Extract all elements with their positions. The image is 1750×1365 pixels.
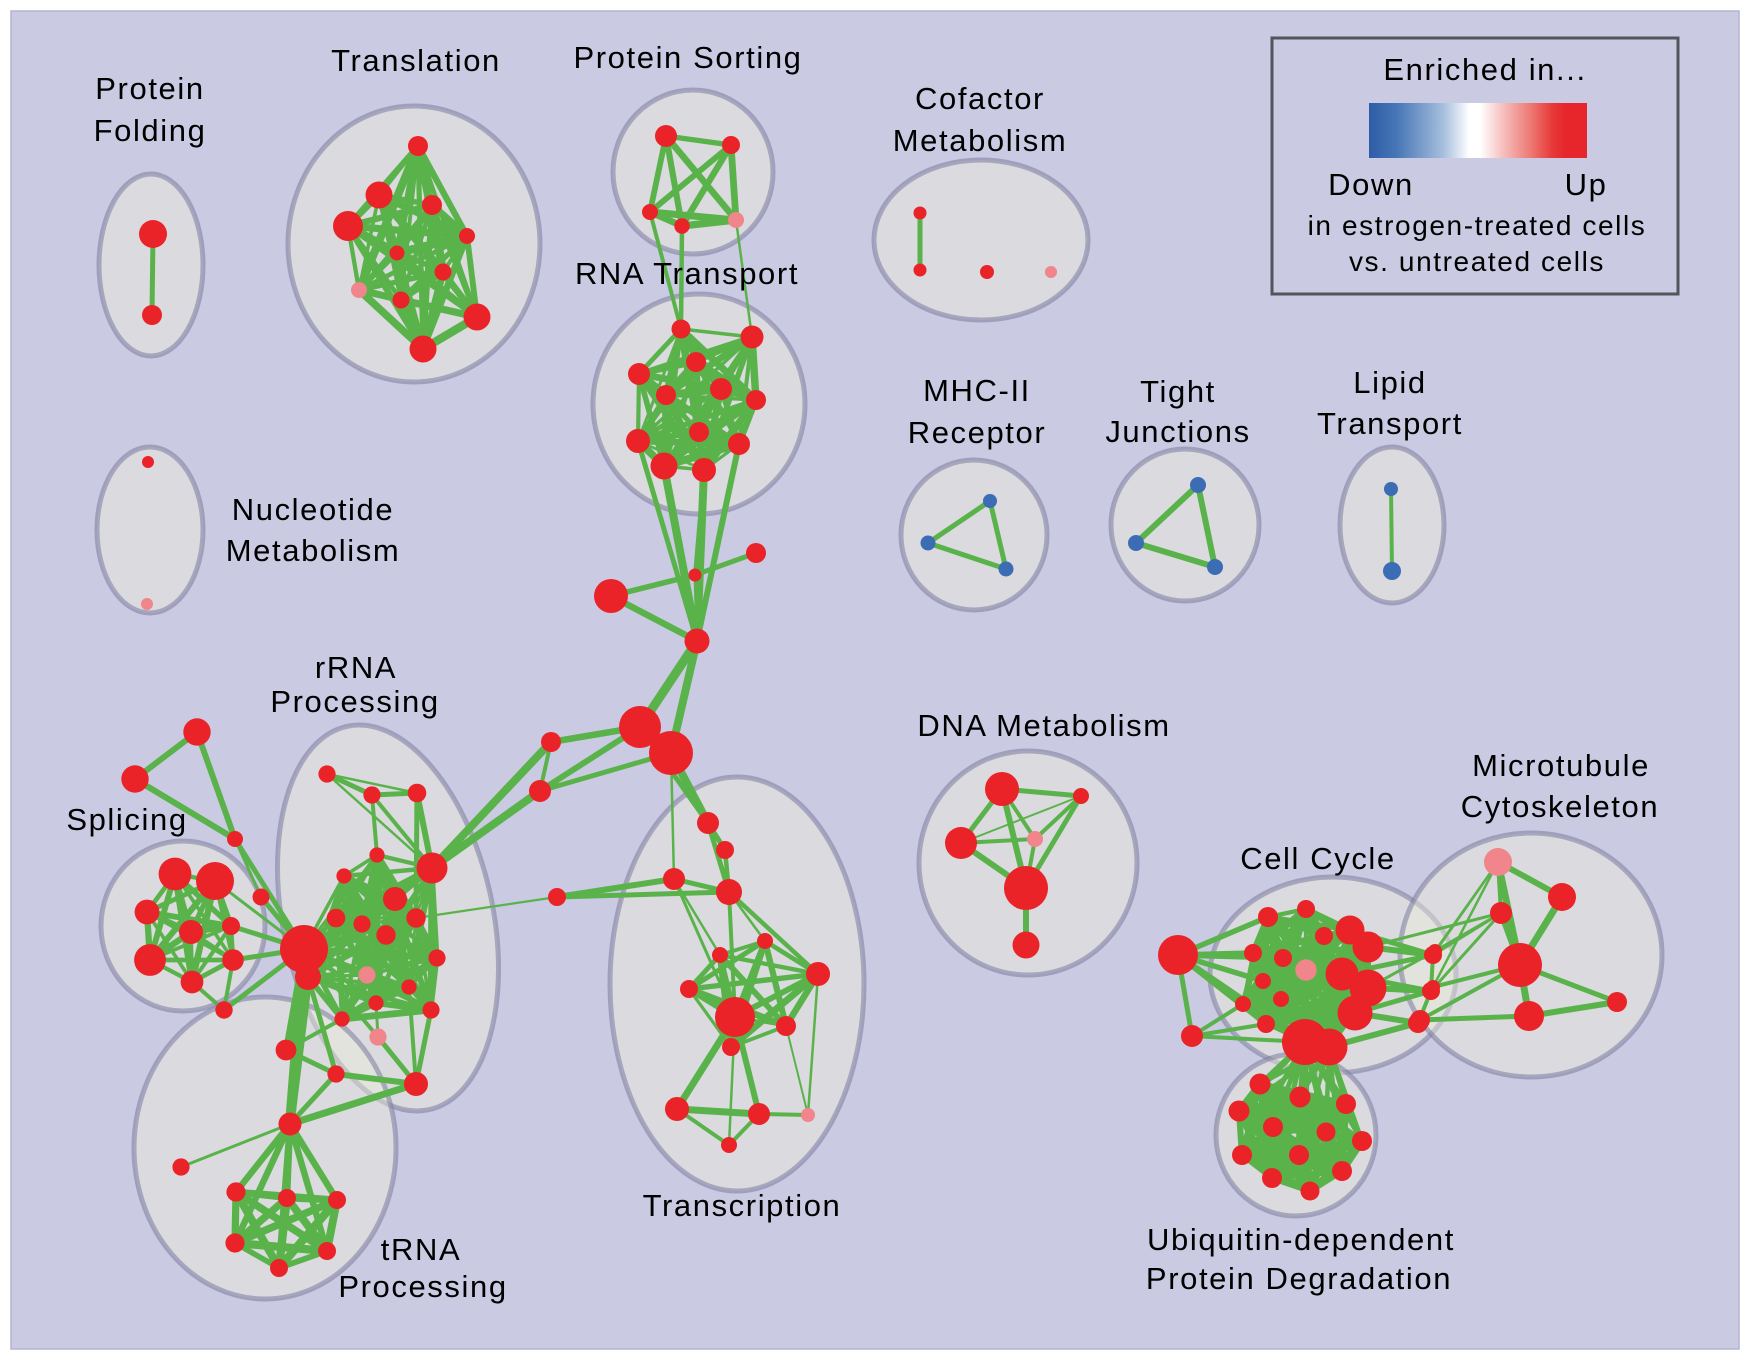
svg-text:Metabolism: Metabolism <box>226 533 401 568</box>
svg-text:Microtubule: Microtubule <box>1472 748 1650 783</box>
svg-text:Processing: Processing <box>338 1269 507 1304</box>
svg-text:Processing: Processing <box>270 684 439 719</box>
svg-text:Junctions: Junctions <box>1105 414 1250 449</box>
svg-text:Folding: Folding <box>94 113 207 148</box>
svg-text:Nucleotide: Nucleotide <box>232 492 394 527</box>
svg-text:Transport: Transport <box>1317 406 1463 441</box>
svg-text:Up: Up <box>1565 167 1608 202</box>
svg-text:Tight: Tight <box>1140 374 1216 409</box>
svg-text:Transcription: Transcription <box>643 1188 842 1223</box>
svg-text:Protein: Protein <box>95 71 204 106</box>
svg-text:vs. untreated cells: vs. untreated cells <box>1349 246 1605 277</box>
svg-text:Cell Cycle: Cell Cycle <box>1240 841 1396 876</box>
svg-text:Splicing: Splicing <box>66 802 187 837</box>
svg-text:Protein Sorting: Protein Sorting <box>573 40 802 75</box>
svg-text:DNA Metabolism: DNA Metabolism <box>917 708 1170 743</box>
svg-text:Lipid: Lipid <box>1353 365 1427 400</box>
svg-text:RNA Transport: RNA Transport <box>575 256 799 291</box>
svg-text:rRNA: rRNA <box>315 650 397 685</box>
svg-text:Translation: Translation <box>331 43 501 78</box>
svg-text:tRNA: tRNA <box>381 1232 461 1267</box>
svg-text:in estrogen-treated cells: in estrogen-treated cells <box>1308 210 1647 241</box>
svg-text:Ubiquitin-dependent: Ubiquitin-dependent <box>1147 1222 1455 1257</box>
svg-text:MHC-II: MHC-II <box>923 373 1031 408</box>
svg-text:Protein Degradation: Protein Degradation <box>1146 1261 1452 1296</box>
svg-text:Metabolism: Metabolism <box>893 123 1068 158</box>
svg-text:Enriched in...: Enriched in... <box>1383 52 1586 87</box>
svg-text:Receptor: Receptor <box>908 415 1047 450</box>
svg-text:Down: Down <box>1328 167 1414 202</box>
svg-text:Cofactor: Cofactor <box>915 81 1045 116</box>
svg-text:Cytoskeleton: Cytoskeleton <box>1461 789 1659 824</box>
